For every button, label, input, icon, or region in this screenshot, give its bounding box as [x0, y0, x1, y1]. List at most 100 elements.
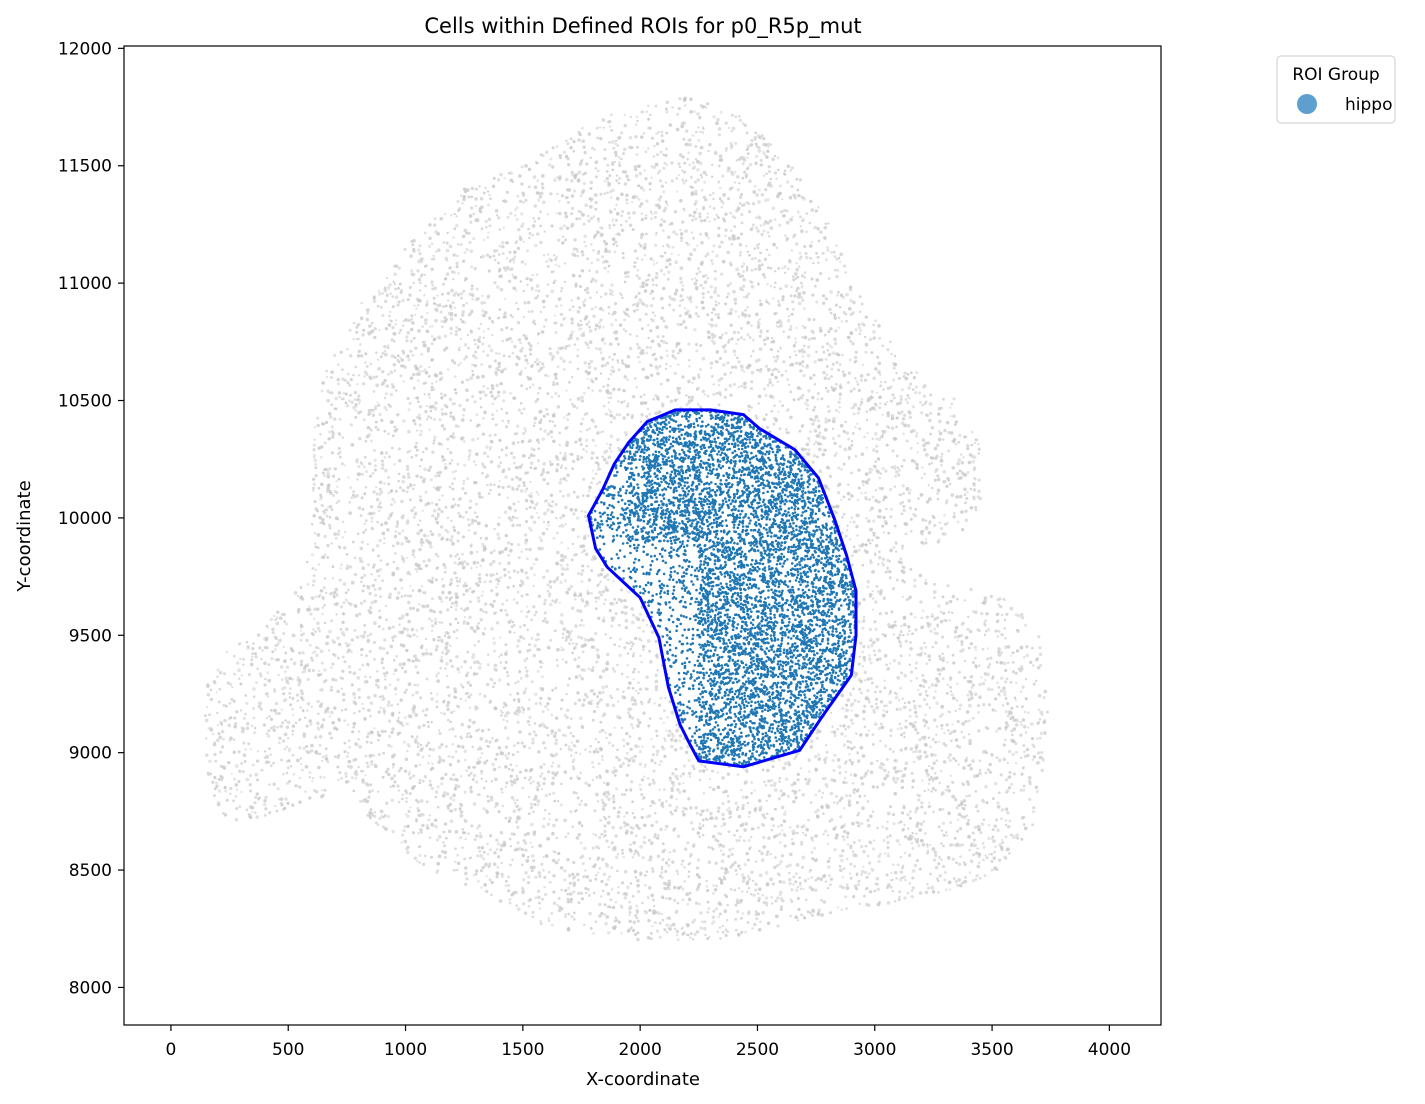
background-cell-point	[898, 468, 902, 472]
background-cell-point	[966, 470, 970, 474]
background-cell-point	[405, 813, 408, 816]
background-cell-point	[972, 482, 976, 486]
background-cell-point	[639, 395, 643, 399]
background-cell-point	[746, 144, 751, 149]
background-cell-point	[246, 722, 250, 726]
background-cell-point	[378, 734, 382, 738]
background-cell-point	[639, 844, 643, 849]
background-cell-point	[940, 723, 944, 728]
background-cell-point	[432, 638, 436, 642]
background-cell-point	[498, 765, 501, 769]
background-cell-point	[344, 530, 347, 534]
background-cell-point	[389, 292, 392, 295]
background-cell-point	[376, 554, 380, 558]
background-cell-point	[369, 783, 373, 787]
background-cell-point	[708, 777, 712, 781]
background-cell-point	[859, 745, 864, 750]
background-cell-point	[830, 251, 833, 254]
background-cell-point	[553, 178, 557, 183]
background-cell-point	[567, 873, 572, 878]
background-cell-point	[835, 257, 839, 261]
background-cell-point	[499, 172, 503, 177]
background-cell-point	[485, 445, 489, 449]
background-cell-point	[318, 689, 322, 692]
background-cell-point	[663, 737, 666, 740]
background-cell-point	[954, 759, 958, 763]
background-cell-point	[711, 834, 716, 839]
background-cell-point	[354, 742, 359, 747]
background-cell-point	[589, 156, 592, 159]
background-cell-point	[461, 202, 464, 205]
background-cell-point	[643, 775, 646, 778]
background-cell-point	[628, 135, 633, 140]
background-cell-point	[656, 397, 660, 401]
background-cell-point	[613, 643, 617, 646]
background-cell-point	[369, 701, 374, 705]
background-cell-point	[957, 878, 962, 882]
background-cell-point	[1006, 661, 1010, 665]
background-cell-point	[647, 104, 650, 108]
background-cell-point	[910, 895, 914, 899]
background-cell-point	[796, 286, 800, 291]
background-cell-point	[548, 580, 552, 584]
background-cell-point	[739, 867, 742, 871]
background-cell-point	[342, 600, 346, 605]
background-cell-point	[513, 250, 517, 255]
background-cell-point	[562, 733, 565, 737]
background-cell-point	[533, 421, 537, 425]
background-cell-point	[662, 721, 665, 724]
background-cell-point	[934, 641, 938, 645]
background-cell-point	[339, 350, 343, 354]
background-cell-point	[450, 605, 453, 609]
background-cell-point	[902, 432, 905, 436]
background-cell-point	[758, 849, 761, 853]
background-cell-point	[575, 739, 580, 744]
background-cell-point	[973, 645, 977, 649]
background-cell-point	[665, 100, 670, 105]
background-cell-point	[886, 820, 889, 824]
background-cell-point	[607, 408, 611, 411]
background-cell-point	[497, 746, 502, 750]
background-cell-point	[607, 396, 611, 400]
background-cell-point	[598, 388, 602, 393]
background-cell-point	[515, 206, 519, 209]
background-cell-point	[312, 777, 315, 780]
background-cell-point	[473, 644, 477, 647]
background-cell-point	[740, 213, 744, 216]
background-cell-point	[665, 799, 668, 803]
background-cell-point	[945, 420, 950, 425]
background-cell-point	[381, 351, 385, 355]
background-cell-point	[511, 315, 514, 319]
background-cell-point	[612, 794, 615, 797]
background-cell-point	[344, 775, 348, 778]
background-cell-point	[430, 692, 433, 695]
background-cell-point	[296, 678, 299, 682]
background-cell-point	[965, 814, 969, 817]
background-cell-point	[626, 412, 630, 417]
background-cell-point	[509, 211, 513, 216]
background-cell-point	[336, 689, 340, 694]
background-cell-point	[577, 572, 580, 575]
background-cell-point	[835, 352, 839, 356]
background-cell-point	[940, 452, 944, 456]
background-cell-point	[314, 653, 319, 658]
background-cell-point	[342, 546, 347, 550]
background-cell-point	[506, 215, 510, 219]
background-cell-point	[601, 619, 606, 623]
background-cell-point	[938, 856, 941, 859]
background-cell-point	[588, 325, 591, 329]
background-cell-point	[440, 424, 445, 428]
background-cell-point	[778, 780, 781, 783]
background-cell-point	[304, 790, 307, 793]
background-cell-point	[443, 570, 447, 574]
background-cell-point	[495, 621, 500, 625]
background-cell-point	[811, 839, 814, 842]
background-cell-point	[377, 505, 381, 509]
background-cell-point	[403, 769, 408, 773]
background-cell-point	[397, 789, 401, 792]
background-cell-point	[922, 684, 926, 689]
background-cell-point	[509, 313, 513, 317]
background-cell-point	[763, 198, 768, 203]
background-cell-point	[714, 861, 718, 865]
background-cell-point	[625, 741, 630, 746]
